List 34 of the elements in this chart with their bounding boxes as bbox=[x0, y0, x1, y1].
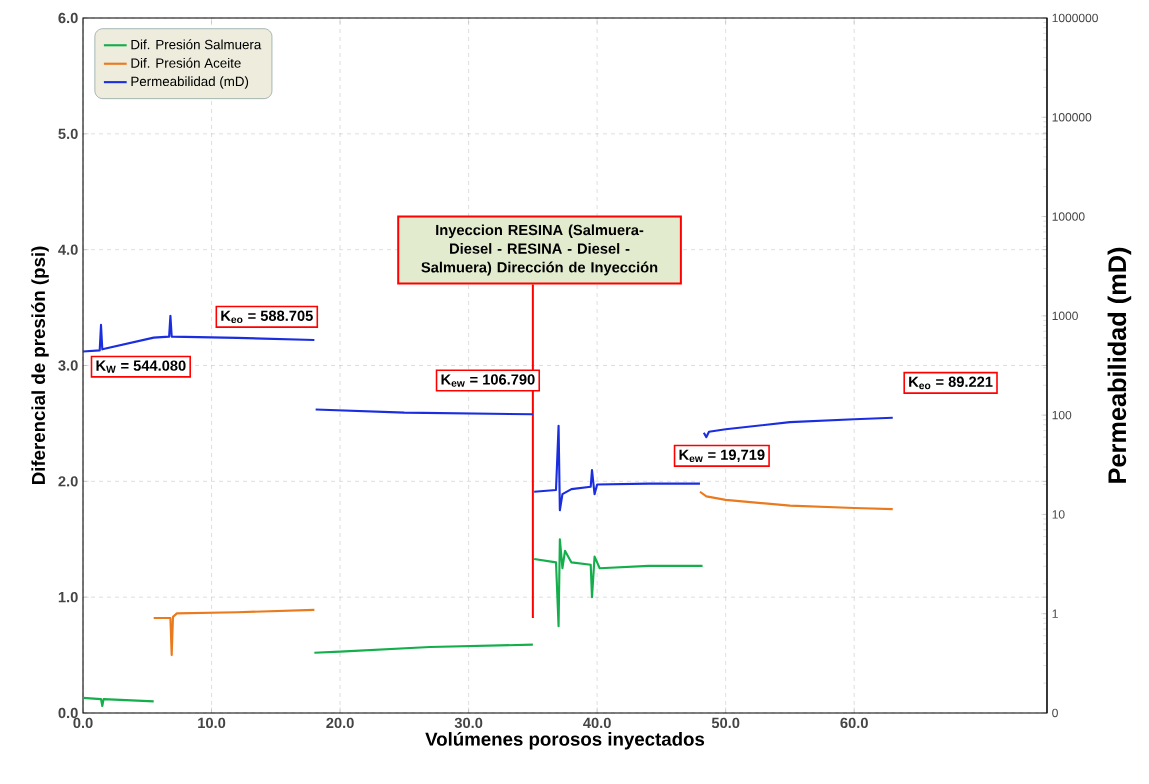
y2-tick-label: 1000000 bbox=[1052, 13, 1098, 23]
y2-axis-title: Permeabilidad (mD) bbox=[1107, 247, 1132, 483]
annotation: K$_{ew}$ = 19,719 bbox=[679, 449, 765, 463]
x-tick-label: 60.0 bbox=[840, 717, 868, 729]
annotation: K$_{eo}$ = 588.705 bbox=[221, 310, 313, 324]
x-axis-title: Volúmenes porosos inyectados bbox=[425, 731, 705, 750]
y-tick-label: 4.0 bbox=[58, 244, 78, 255]
y-tick-label: 0.0 bbox=[58, 707, 78, 719]
x-tick-label: 50.0 bbox=[711, 717, 740, 729]
y-tick-label: 6.0 bbox=[58, 12, 78, 24]
x-tick-label: 40.0 bbox=[583, 717, 611, 729]
y2-tick-label: 1000 bbox=[1052, 311, 1078, 321]
y-tick-label: 5.0 bbox=[58, 128, 78, 140]
x-tick-label: 20.0 bbox=[326, 717, 354, 729]
legend-label: Dif. Presión Salmuera bbox=[131, 39, 262, 50]
y-tick-label: 2.0 bbox=[58, 476, 78, 487]
y2-tick-label: 10 bbox=[1052, 510, 1065, 519]
annotation: Inyeccion RESINA (Salmuera- Diesel - RESINA - Diesel -Salmuera) Dirección de Inyección bbox=[421, 224, 658, 276]
legend-label: Dif. Presión Aceite bbox=[131, 57, 241, 68]
annotation: K$_{ew}$ = 106.790 bbox=[441, 374, 535, 387]
y2-tick-label: 0 bbox=[1052, 708, 1058, 718]
annotation: K$_{eo}$ = 89.221 bbox=[909, 376, 993, 390]
y2-tick-label: 100000 bbox=[1052, 113, 1092, 122]
y-tick-label: 1.0 bbox=[58, 591, 78, 603]
y-axis-title: Diferencial de presión (psi) bbox=[31, 246, 49, 485]
annotation: K$_{W}$ = 544.080 bbox=[96, 360, 186, 373]
x-tick-label: 10.0 bbox=[198, 717, 226, 729]
y2-tick-label: 10000 bbox=[1052, 212, 1085, 221]
x-tick-label: 0.0 bbox=[73, 717, 93, 729]
y2-tick-label: 100 bbox=[1052, 410, 1072, 420]
x-tick-label: 30.0 bbox=[454, 717, 483, 729]
legend-label: Permeabilidad (mD) bbox=[131, 76, 249, 89]
y-tick-label: 3.0 bbox=[58, 360, 78, 371]
y2-tick-label: 1 bbox=[1052, 609, 1058, 618]
